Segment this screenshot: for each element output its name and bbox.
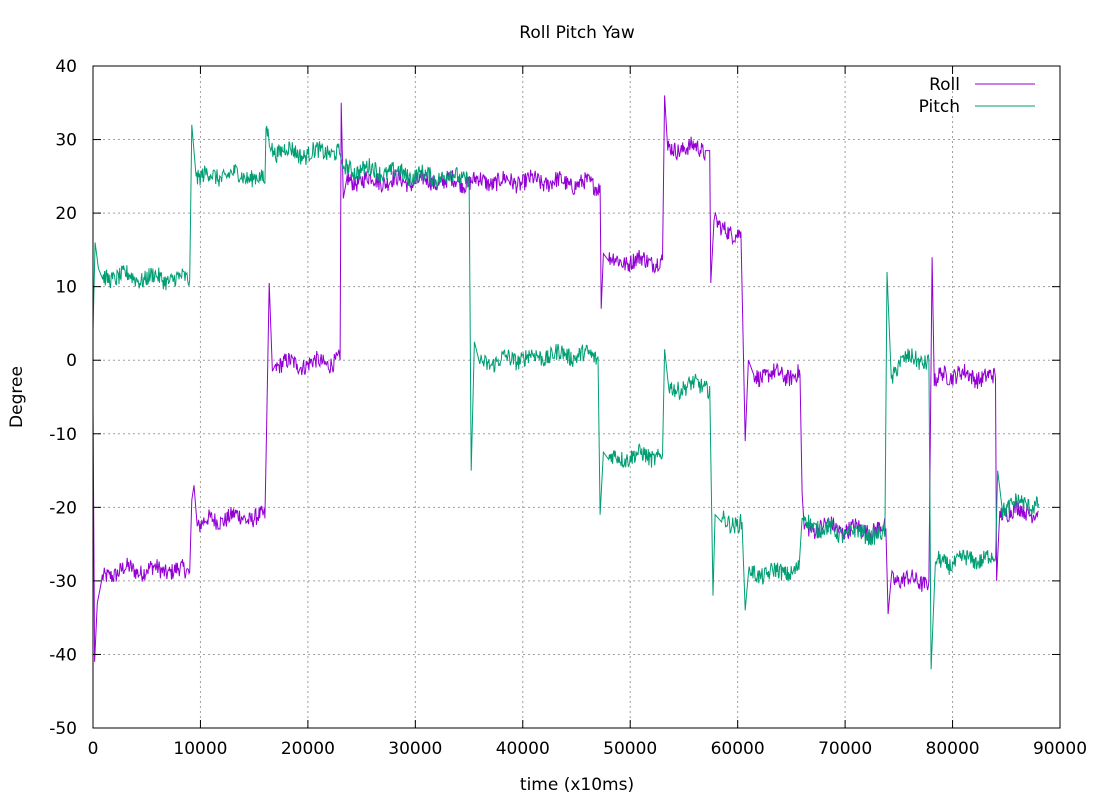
x-tick-label: 30000 bbox=[388, 739, 442, 759]
x-tick-label: 40000 bbox=[496, 739, 550, 759]
x-axis-label: time (x10ms) bbox=[520, 775, 634, 795]
y-tick-label: 10 bbox=[55, 278, 77, 298]
x-tick-label: 70000 bbox=[818, 739, 872, 759]
y-tick-label: -20 bbox=[49, 498, 77, 518]
y-tick-label: 40 bbox=[55, 57, 77, 77]
x-tick-label: 60000 bbox=[711, 739, 765, 759]
chart-title: Roll Pitch Yaw bbox=[519, 23, 635, 43]
series-line-pitch bbox=[92, 124, 1039, 670]
x-tick-label: 50000 bbox=[603, 739, 657, 759]
x-tick-label: 0 bbox=[88, 739, 99, 759]
x-tick-label: 90000 bbox=[1033, 739, 1087, 759]
axis-ticks: 0 10000 20000 30000 40000 50000 60000 70000 8000… bbox=[49, 57, 1087, 759]
legend-label-pitch: Pitch bbox=[919, 97, 960, 117]
x-tick-label: 10000 bbox=[173, 739, 227, 759]
y-tick-label: -30 bbox=[49, 572, 77, 592]
y-tick-label: -10 bbox=[49, 425, 77, 445]
series-group bbox=[92, 95, 1039, 670]
y-tick-label: 30 bbox=[55, 131, 77, 151]
series-line-roll bbox=[92, 95, 1039, 662]
y-tick-label: -50 bbox=[49, 719, 77, 739]
y-axis-label: Degree bbox=[7, 366, 27, 428]
plot-frame bbox=[92, 65, 1061, 729]
y-tick-label: 0 bbox=[66, 351, 77, 371]
y-tick-label: 20 bbox=[55, 204, 77, 224]
legend-label-roll: Roll bbox=[929, 75, 960, 95]
x-tick-label: 80000 bbox=[926, 739, 980, 759]
x-tick-label: 20000 bbox=[281, 739, 335, 759]
y-tick-label: -40 bbox=[49, 645, 77, 665]
grid bbox=[93, 66, 1060, 728]
